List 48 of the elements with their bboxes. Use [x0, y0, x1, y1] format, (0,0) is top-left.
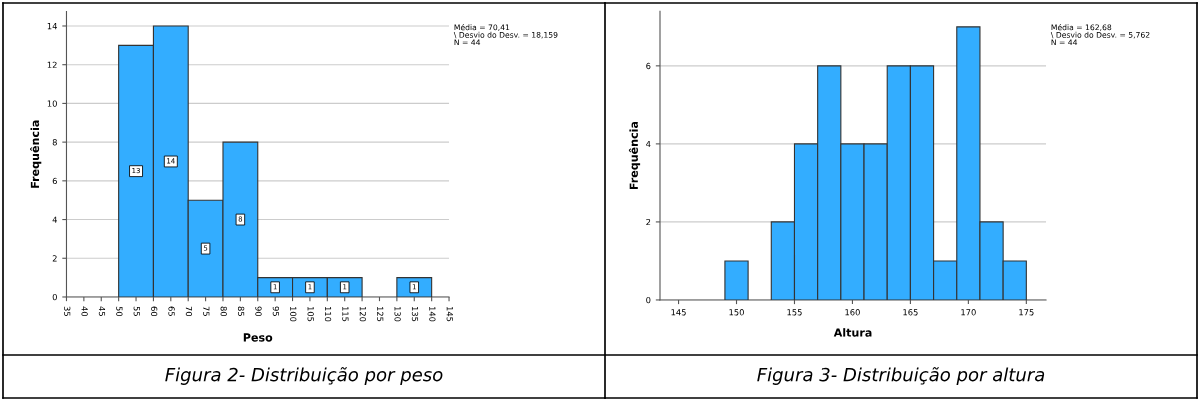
y-tick-label: 10: [47, 100, 57, 107]
x-tick-label: 40: [81, 306, 88, 317]
x-tick-label: 175: [1019, 309, 1034, 316]
x-tick-label: 100: [290, 306, 297, 322]
y-tick-label: 2: [646, 218, 651, 226]
x-tick-label: 110: [324, 306, 332, 322]
y-tick-label: 6: [52, 177, 57, 185]
x-tick-label: 35: [64, 306, 71, 316]
x-tick-label: 130: [394, 306, 401, 322]
y-tick-label: 4: [646, 140, 651, 148]
x-tick-label: 85: [237, 306, 245, 316]
y-tick-label: 6: [646, 62, 651, 70]
x-tick-label: 95: [272, 306, 280, 316]
x-tick-label: 170: [961, 309, 976, 316]
y-tick-label: 14: [47, 23, 57, 30]
x-tick-label: 155: [787, 309, 802, 316]
x-axis-title: Peso: [243, 333, 273, 342]
x-tick-label: 45: [98, 306, 106, 316]
x-tick-label: 135: [411, 306, 419, 322]
x-tick-label: 115: [342, 306, 349, 322]
x-tick-label: 55: [133, 306, 140, 316]
x-tick-label: 105: [307, 306, 314, 322]
y-tick-label: 0: [646, 296, 651, 304]
x-tick-label: 140: [429, 306, 436, 322]
text: Figura 2- Distribuição por peso: [165, 367, 443, 385]
x-tick-label: 90: [255, 306, 262, 317]
y-axis-title: Frequência: [628, 121, 641, 190]
x-tick-label: 145: [446, 306, 453, 322]
y-tick-label: 2: [52, 255, 57, 262]
x-tick-label: 160: [845, 309, 860, 316]
x-tick-label: 60: [151, 306, 158, 317]
y-tick-label: 4: [52, 216, 57, 223]
y-tick-label: 12: [47, 61, 57, 68]
x-tick-label: 75: [203, 306, 210, 316]
x-tick-label: 50: [116, 306, 123, 317]
x-tick-label: 145: [671, 309, 686, 316]
y-tick-label: 8: [52, 139, 57, 146]
x-tick-label: 125: [377, 306, 384, 322]
y-tick-label: 0: [52, 293, 57, 301]
x-tick-label: 65: [168, 306, 175, 316]
x-tick-label: 150: [729, 309, 744, 316]
x-tick-label: 165: [903, 309, 918, 316]
x-tick-label: 80: [220, 306, 227, 317]
x-tick-label: 70: [185, 306, 193, 317]
y-axis-title: Frequência: [30, 120, 42, 188]
text: Figura 3- Distribuição por altura: [757, 367, 1045, 385]
x-tick-label: 120: [359, 306, 366, 322]
x-axis-title: Altura: [833, 328, 872, 337]
